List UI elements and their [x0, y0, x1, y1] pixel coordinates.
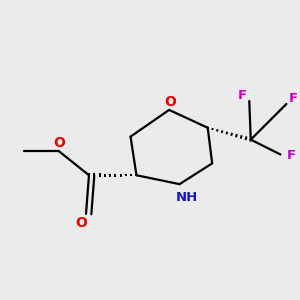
Text: O: O [53, 136, 65, 150]
Text: NH: NH [176, 191, 198, 204]
Text: F: F [237, 88, 246, 102]
Text: F: F [286, 149, 296, 162]
Text: F: F [289, 92, 298, 104]
Text: O: O [76, 216, 88, 230]
Text: O: O [165, 94, 176, 109]
